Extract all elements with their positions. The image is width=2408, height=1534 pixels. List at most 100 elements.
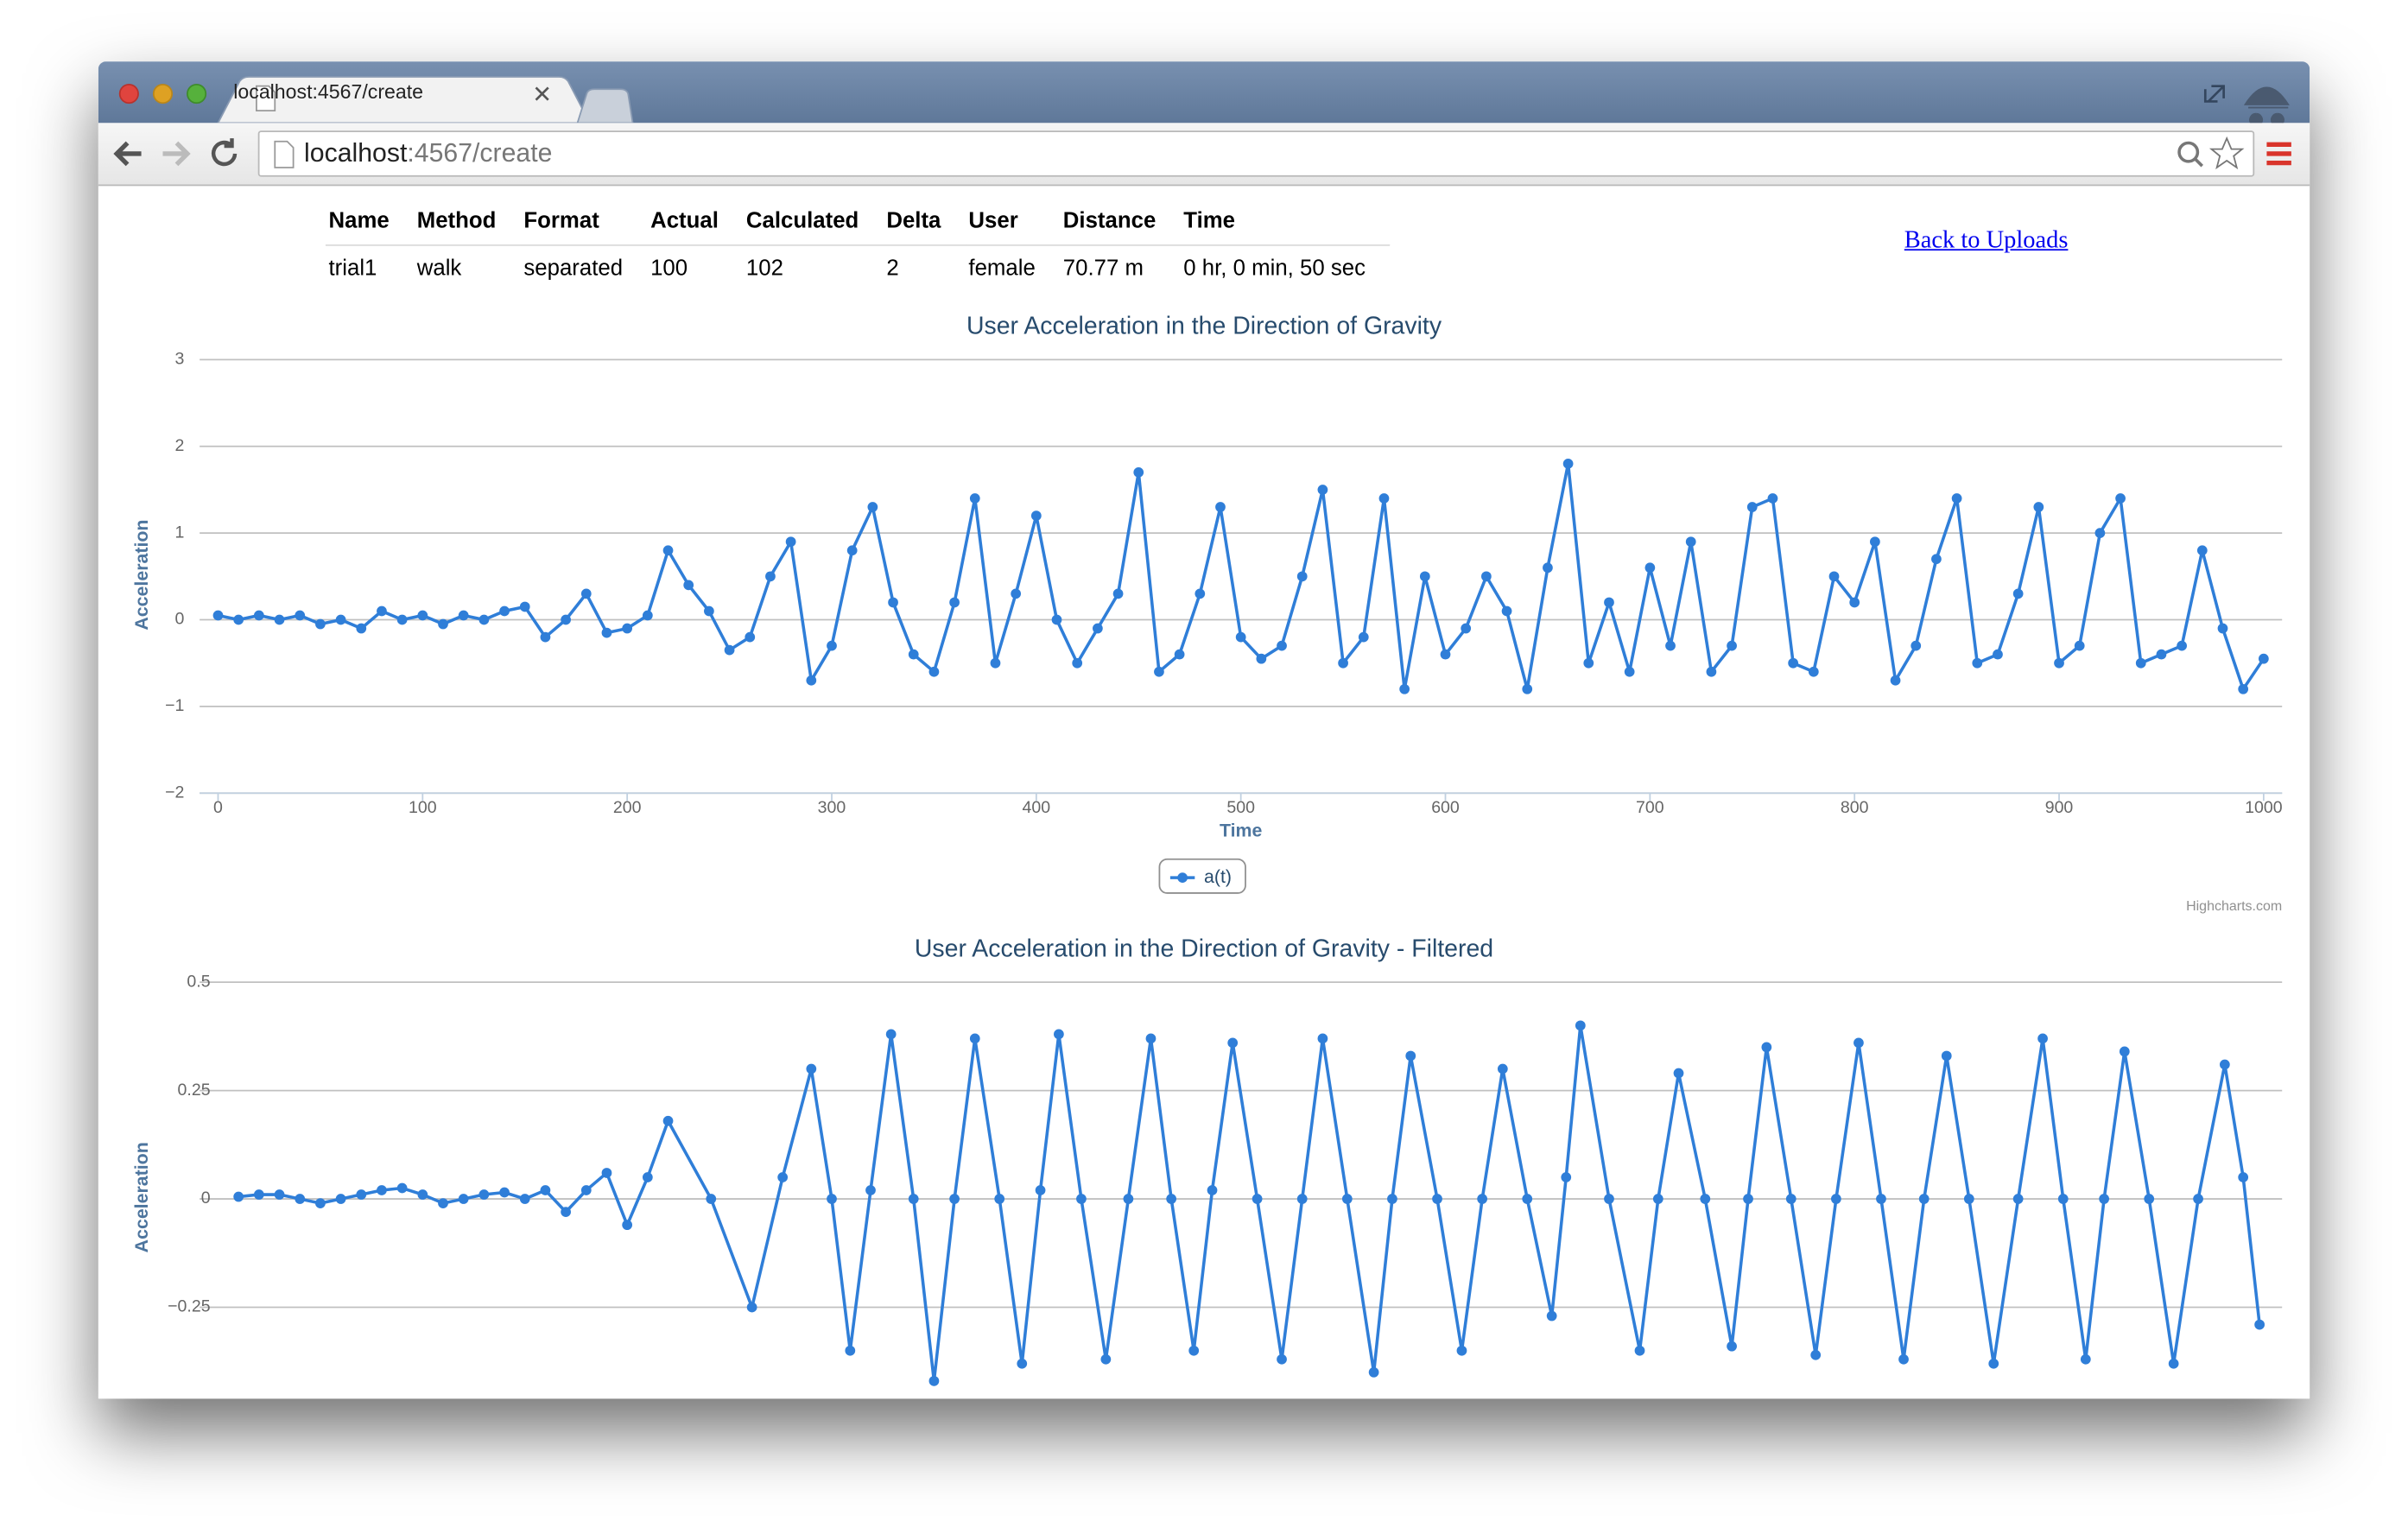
url-bar[interactable]: localhost:4567/create [257,130,2255,177]
legend-marker [1177,872,1188,884]
data-point [499,605,510,617]
data-point [601,1168,612,1178]
table-cell: walk [416,257,462,282]
bookmark-star[interactable] [2208,136,2245,170]
data-point [438,618,448,630]
y-axis-title: Acceleration [131,520,152,631]
data-point [949,1194,960,1204]
data-point [806,1063,817,1074]
zoom-button[interactable] [187,83,207,105]
reload-button[interactable] [212,138,238,167]
data-point [642,1172,653,1182]
table-cell: trial1 [328,257,377,282]
data-point [1481,571,1492,582]
data-point [396,1182,408,1194]
chart-title: User Acceleration in the Direction of Gr… [915,935,1493,962]
data-point [622,623,633,634]
column-header: Delta [883,204,966,246]
y-tick-label: 0 [201,1189,211,1208]
table-cell: 102 [745,257,783,282]
data-point [2217,623,2228,634]
tab[interactable] [217,76,592,124]
data-point [1761,1042,1772,1053]
data-point [704,605,714,617]
column-header: Distance [1060,204,1181,246]
data-point [212,610,224,621]
x-tick-label: 400 [1023,798,1051,817]
back-button[interactable] [113,141,142,167]
data-point [1808,666,1819,677]
data-point [994,1194,1005,1204]
page-icon [274,140,295,168]
data-point [1497,1063,1508,1074]
data-point [1951,493,1962,504]
data-point [765,571,776,582]
tab-title[interactable]: localhost:4567/create [233,79,424,104]
fullscreen-icon[interactable] [2203,85,2225,103]
menu-button[interactable] [2260,123,2306,184]
data-point [1963,1194,1974,1204]
minimize-button[interactable] [152,83,174,105]
table-body: trial1 walk separated 100 102 2 female 70.77 m 0… [326,245,1390,286]
data-point [1849,597,1860,608]
data-point [1368,1366,1379,1378]
y-tick-label: 3 [174,350,184,369]
close-button[interactable] [118,83,139,105]
url-host: localhost [304,138,408,168]
data-point [1194,588,1206,599]
new-tab[interactable] [576,88,634,124]
data-point [2037,1033,2048,1044]
data-point [1785,1194,1796,1204]
data-point [1093,623,1103,634]
data-point [1227,1037,1239,1049]
data-point [1727,1341,1737,1352]
data-point [1317,485,1328,495]
back-link[interactable]: Back to Uploads [1904,227,2069,254]
data-point [499,1187,510,1198]
legend-box [1158,858,1246,894]
data-point [233,1191,244,1202]
tab-close[interactable] [535,86,549,101]
data-point [1652,1194,1663,1204]
data-point [1145,1033,1156,1044]
x-tick-label: 0 [213,798,223,817]
data-point [519,1194,530,1204]
data-point [1890,675,1901,686]
data-point [683,580,694,591]
data-point [540,1185,551,1195]
data-point [580,588,592,599]
data-point [2156,649,2167,660]
data-point [2099,1194,2109,1204]
data-point [1461,623,1472,634]
search-icon[interactable] [2177,141,2200,163]
data-point [2177,640,2187,651]
data-point [478,614,490,625]
table-cell: female [968,257,1036,282]
data-point [1387,1194,1397,1204]
data-point [417,1189,428,1200]
data-point [1112,588,1124,599]
data-point [1338,657,1348,669]
data-point [2238,1172,2249,1182]
x-tick-label: 100 [409,798,437,817]
data-point [601,627,612,638]
table-row: trial1 walk separated 100 102 2 female 70.77 m 0… [326,245,1390,286]
data-point [885,1029,897,1040]
header-row: Name Method Format Actual Calculated Delta Use… [325,204,1391,246]
data-point [1831,1194,1841,1204]
data-point [908,649,919,660]
data-point [1123,1194,1134,1204]
data-point [1876,1194,1886,1204]
forward-button[interactable] [162,141,191,167]
data-point [540,631,551,643]
data-point [253,610,264,621]
title-bar-graphics [118,76,2290,127]
data-point [1854,1037,1864,1049]
url-path: :4567/create [407,138,553,168]
data-point [335,1194,346,1204]
data-point [1133,467,1144,478]
data-point [777,1172,789,1182]
x-tick-label: 300 [818,798,846,817]
data-point [1561,1172,1572,1182]
data-point [2012,588,2024,599]
